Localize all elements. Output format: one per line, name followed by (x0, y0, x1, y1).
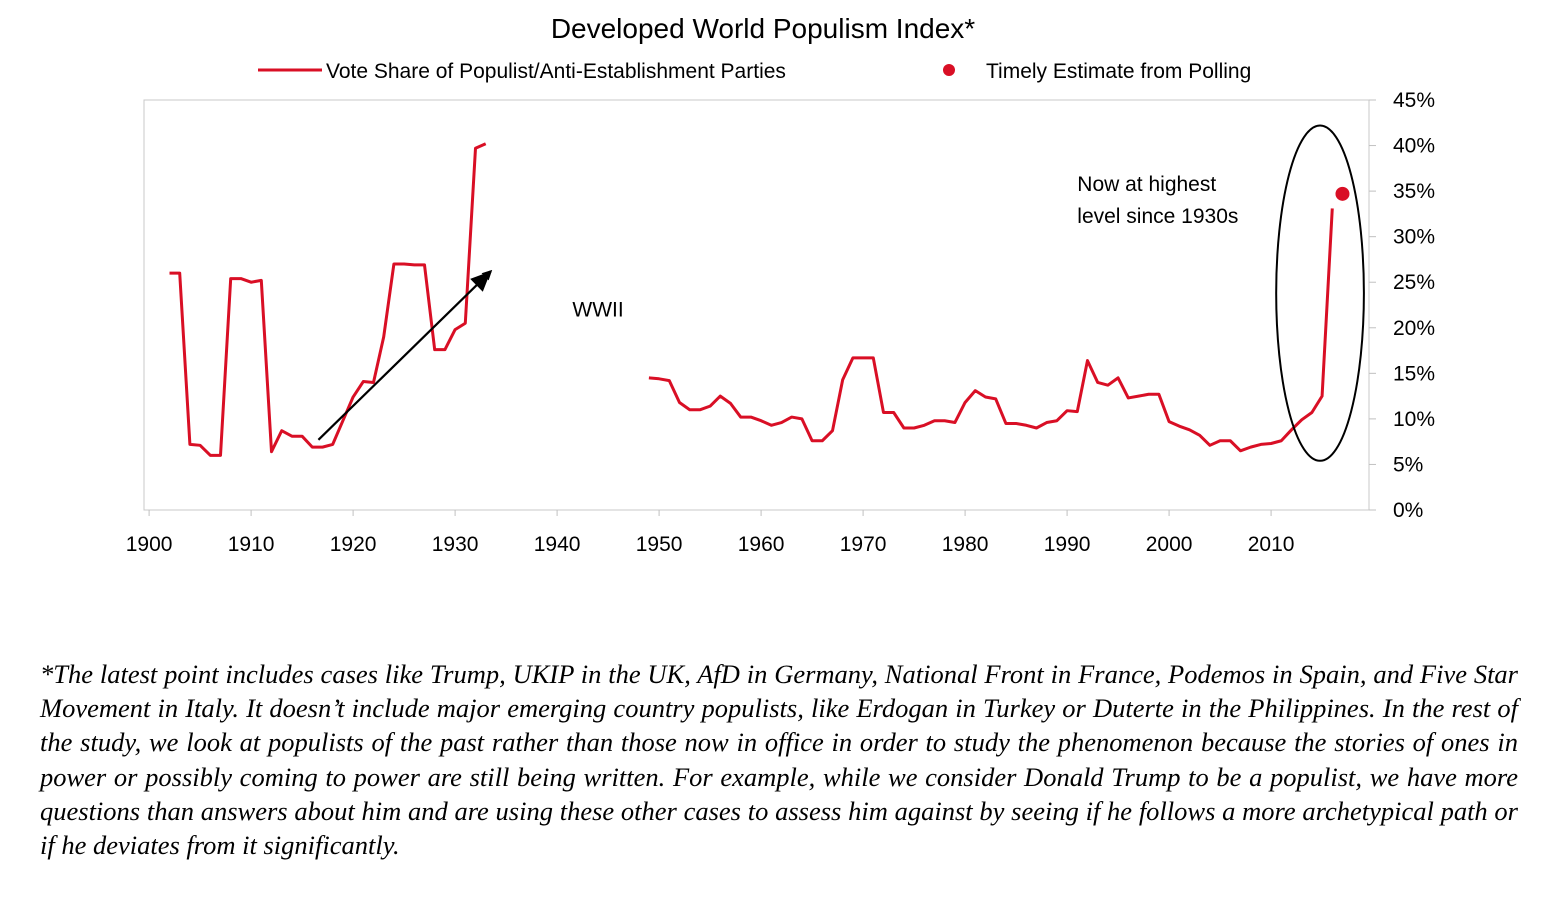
x-tick-label: 1960 (738, 533, 785, 556)
populism-chart: Developed World Populism Index* Vote Sha… (126, 13, 1435, 556)
x-tick-label: 1930 (432, 533, 479, 556)
legend-dot-swatch (943, 64, 955, 76)
chart-title: Developed World Populism Index* (551, 13, 975, 44)
y-tick-label: 40% (1393, 135, 1435, 158)
vote-share-line (648, 208, 1334, 453)
y-tick-label: 0% (1393, 499, 1423, 522)
vote-share-line (169, 142, 487, 457)
x-axis: 1900 1910 1920 1930 1940 1950 1960 1970 1980 1990… (126, 510, 1295, 556)
x-tick-label: 2010 (1248, 533, 1295, 556)
annotations: WWII Now at highest level since 1930s (317, 124, 1365, 462)
trend-arrow (317, 269, 493, 441)
x-tick-label: 1990 (1044, 533, 1091, 556)
y-axis: 0% 5% 10% 15% 20% 25% 30% 35% 40% 45% (1369, 89, 1435, 522)
x-tick-label: 1940 (534, 533, 581, 556)
legend-label-polling: Timely Estimate from Polling (986, 60, 1251, 83)
footnote: *The latest point includes cases like Tr… (40, 659, 1518, 861)
x-tick-label: 1950 (636, 533, 683, 556)
y-tick-label: 15% (1393, 362, 1435, 385)
y-tick-label: 30% (1393, 226, 1435, 249)
highlight-ellipse (1275, 124, 1365, 462)
legend-label-vote-share: Vote Share of Populist/Anti-Establishmen… (326, 60, 786, 83)
annotation-wwii: WWII (572, 299, 623, 322)
annotation-highest-level: level since 1930s (1077, 205, 1238, 228)
plot-area-border (143, 99, 1370, 511)
x-tick-label: 1900 (126, 533, 173, 556)
y-tick-label: 20% (1393, 317, 1435, 340)
y-tick-label: 5% (1393, 453, 1423, 476)
x-tick-label: 1980 (942, 533, 989, 556)
series-layer (169, 142, 1350, 457)
arrow-head-icon (470, 271, 491, 292)
y-tick-label: 25% (1393, 271, 1435, 294)
x-tick-label: 2000 (1146, 533, 1193, 556)
polling-estimate-point (1335, 186, 1350, 201)
y-tick-label: 45% (1393, 89, 1435, 112)
x-tick-label: 1970 (840, 533, 887, 556)
x-tick-label: 1910 (228, 533, 275, 556)
legend: Vote Share of Populist/Anti-Establishmen… (258, 60, 1251, 83)
y-tick-label: 35% (1393, 180, 1435, 203)
annotation-highest-level: Now at highest (1077, 173, 1216, 196)
y-tick-label: 10% (1393, 408, 1435, 431)
x-tick-label: 1920 (330, 533, 377, 556)
